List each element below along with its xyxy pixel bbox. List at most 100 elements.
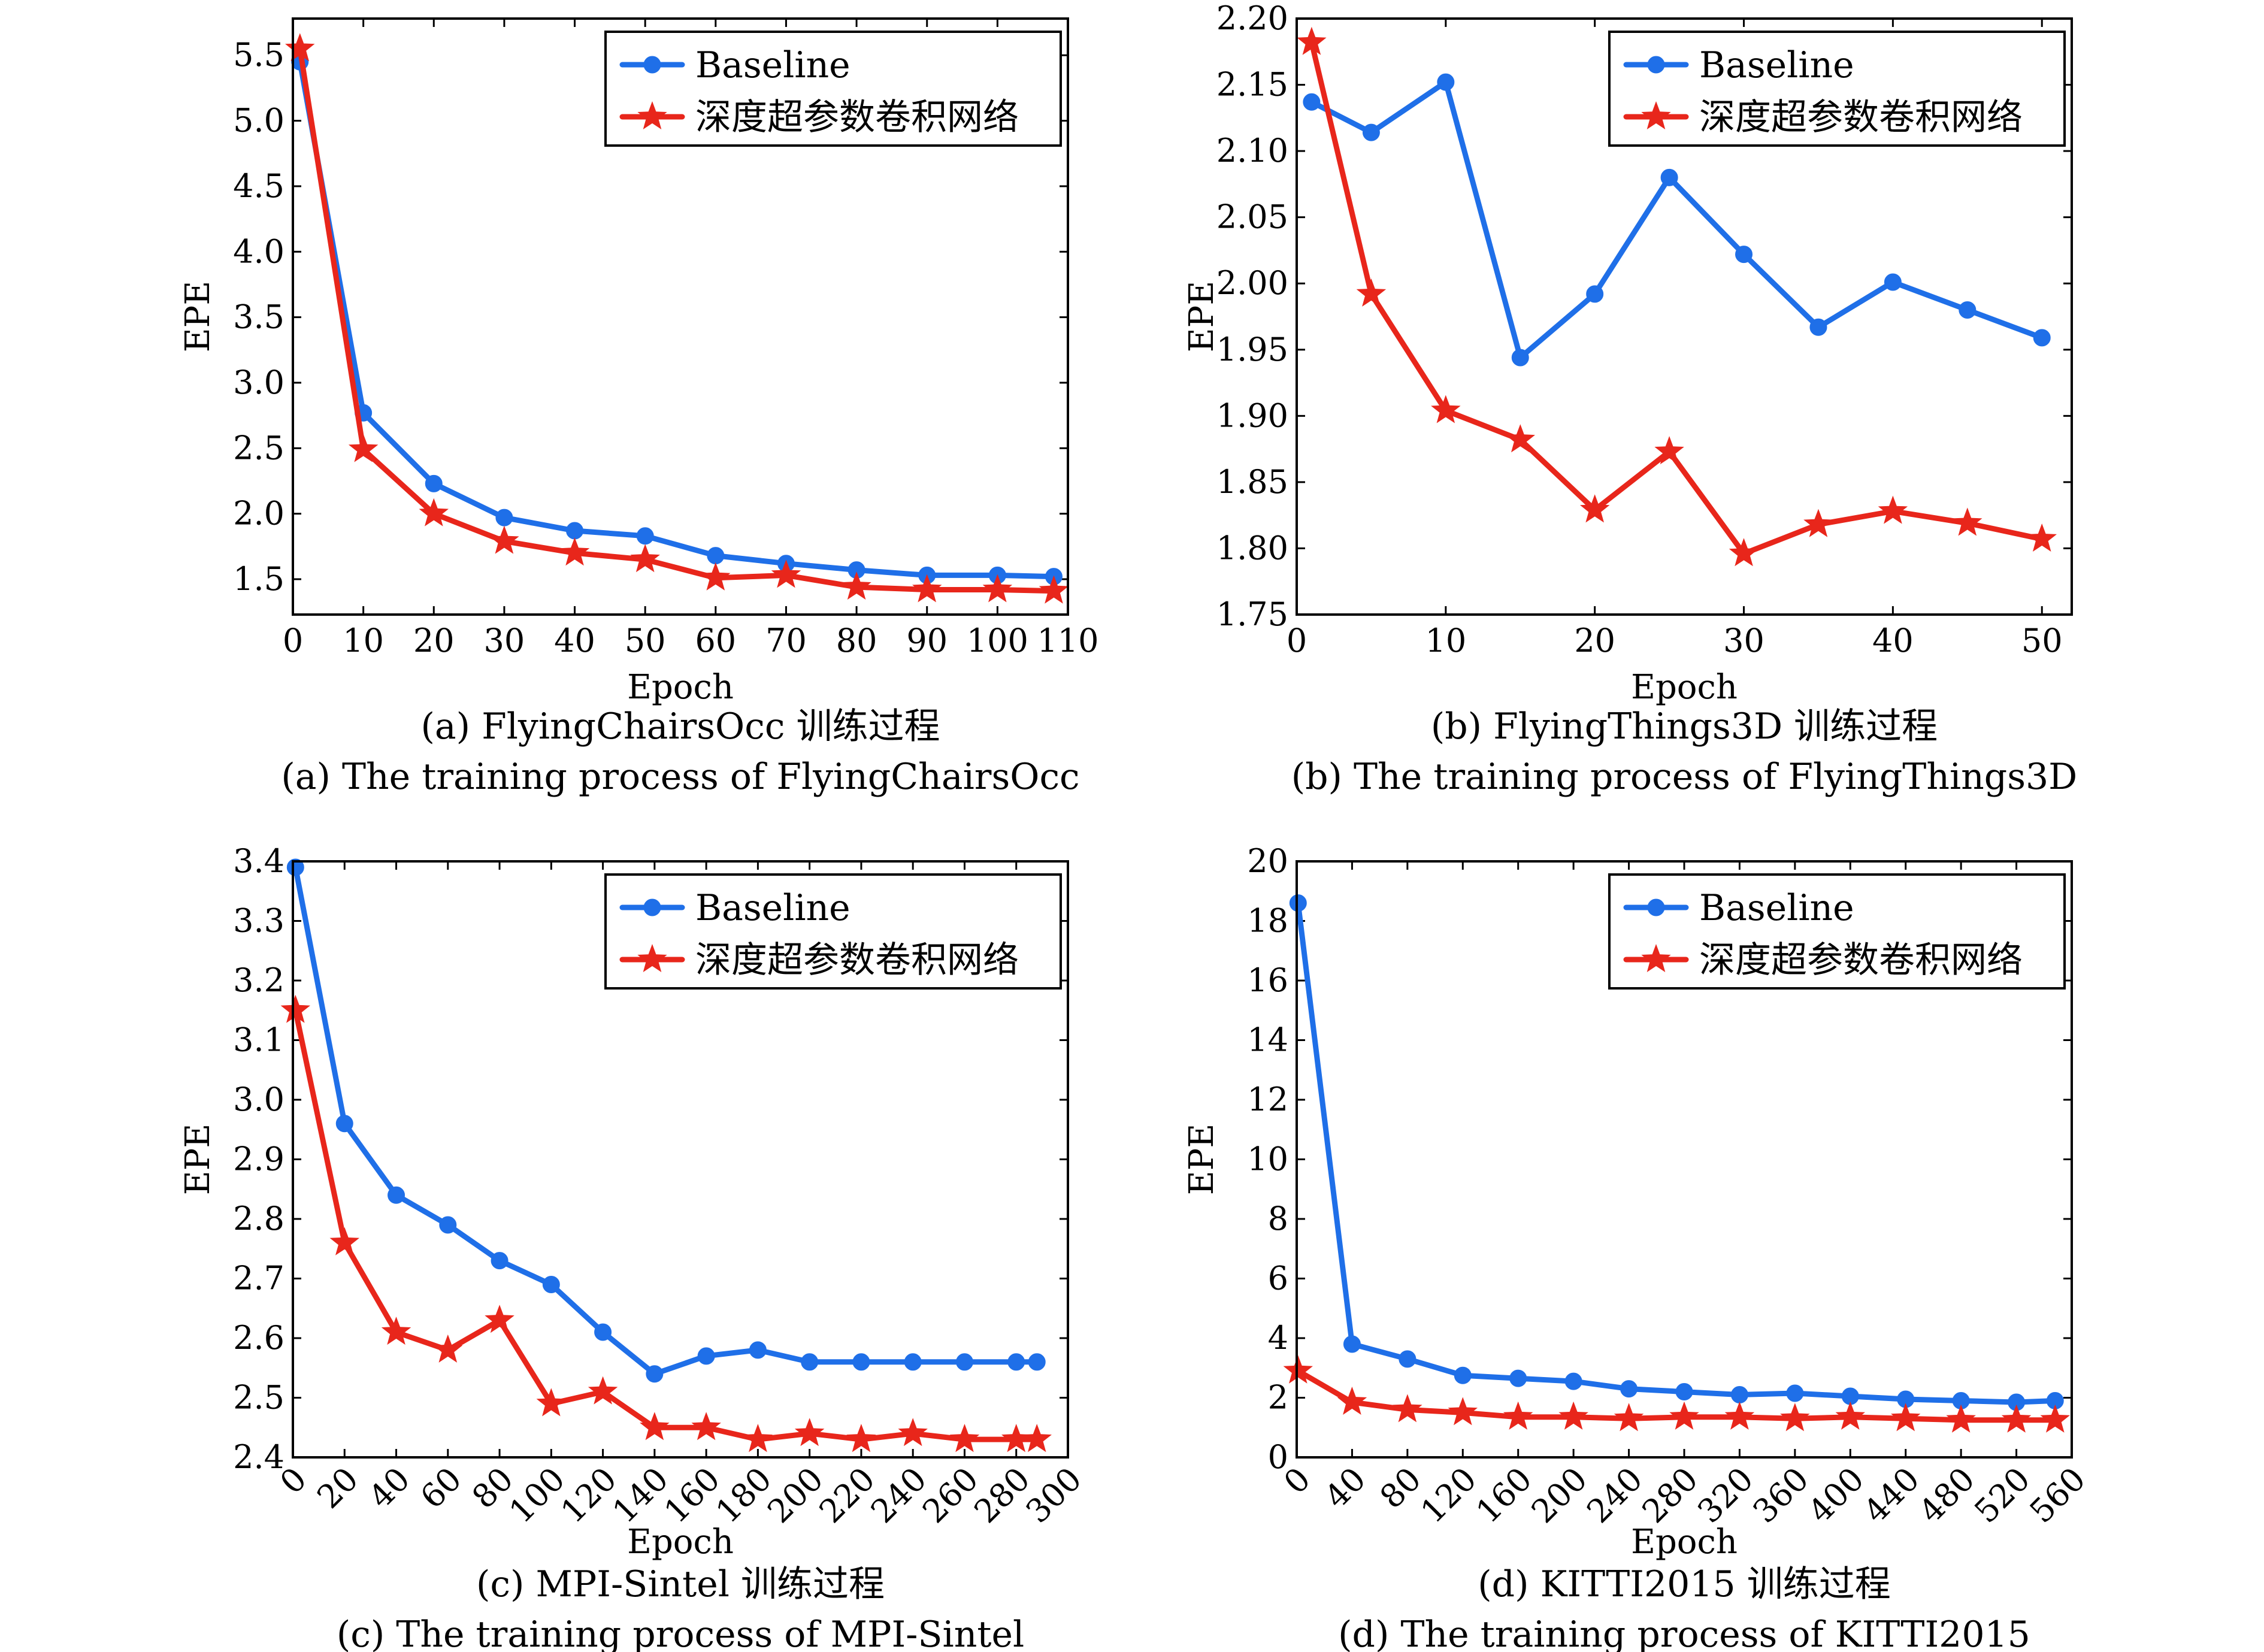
data-point-ours — [1448, 1397, 1478, 1426]
data-point-baseline — [697, 1347, 715, 1365]
data-point-baseline — [286, 858, 304, 876]
data-point-ours — [1946, 1404, 1976, 1433]
data-point-baseline — [1675, 1383, 1693, 1401]
data-point-baseline — [1884, 273, 1902, 291]
data-point-ours — [1580, 494, 1610, 523]
y-axis-label: EPE — [1182, 281, 1221, 352]
data-point-ours — [1001, 1424, 1031, 1453]
data-point-baseline — [1509, 1369, 1527, 1387]
data-point-ours — [485, 1305, 514, 1333]
y-tick-label: 2.5 — [233, 429, 284, 467]
y-tick-label: 1.95 — [1216, 331, 1288, 368]
y-tick-label: 3.1 — [233, 1021, 284, 1059]
legend-label-ours: 深度超参数卷积网络 — [695, 96, 1019, 138]
data-point-baseline — [1786, 1384, 1804, 1402]
data-point-ours — [280, 994, 310, 1023]
legend-marker — [643, 898, 661, 916]
series-line-ours — [292, 1007, 1040, 1442]
data-point-baseline — [594, 1323, 612, 1341]
data-point-ours — [1039, 575, 1069, 604]
data-point-ours — [982, 574, 1013, 603]
data-point-ours — [794, 1418, 825, 1447]
data-point-baseline — [1343, 1335, 1361, 1353]
y-axis-label: EPE — [178, 281, 217, 352]
data-point-baseline — [801, 1353, 819, 1371]
data-point-ours — [285, 33, 315, 62]
y-tick-label: 12 — [1247, 1081, 1288, 1118]
x-tick-label: 40 — [1872, 622, 1914, 659]
data-point-baseline — [1730, 1386, 1748, 1404]
caption-cn: (b) FlyingThings3D 训练过程 — [1431, 706, 1938, 748]
y-tick-label: 1.75 — [1216, 595, 1288, 633]
x-axis-label: Epoch — [627, 668, 734, 707]
data-point-ours — [1503, 1401, 1533, 1430]
y-tick-label: 2.05 — [1216, 198, 1288, 236]
data-point-baseline — [566, 522, 584, 540]
y-tick-label: 0 — [1268, 1438, 1288, 1476]
data-point-baseline — [1511, 349, 1529, 367]
legend-frame — [1608, 873, 2066, 990]
series-line-baseline — [297, 59, 1057, 580]
caption-cn: (a) FlyingChairsOcc 训练过程 — [420, 706, 940, 748]
y-tick-label: 2.9 — [233, 1140, 284, 1178]
data-point-baseline — [852, 1353, 870, 1371]
data-point-ours — [1669, 1401, 1699, 1430]
data-point-ours — [1878, 495, 1908, 524]
data-point-ours — [1729, 538, 1759, 567]
data-point-baseline — [335, 1115, 353, 1133]
data-point-ours — [348, 434, 379, 462]
y-tick-label: 2.15 — [1216, 66, 1288, 104]
data-point-ours — [1283, 1355, 1313, 1384]
y-tick-label: 10 — [1247, 1140, 1288, 1178]
x-tick-label: 0 — [283, 622, 303, 659]
y-tick-label: 3.5 — [233, 298, 284, 336]
data-point-ours — [842, 571, 871, 600]
series-line-ours — [297, 46, 1057, 594]
data-point-baseline — [1735, 246, 1753, 264]
data-point-baseline — [646, 1365, 664, 1383]
data-point-ours — [489, 525, 519, 554]
y-tick-label: 2 — [1268, 1379, 1288, 1417]
y-tick-label: 2.0 — [233, 495, 284, 532]
legend-label-ours: 深度超参数卷积网络 — [1699, 939, 2023, 981]
data-point-ours — [1022, 1424, 1052, 1453]
data-point-ours — [1505, 424, 1535, 453]
x-axis-label: Epoch — [1631, 1523, 1738, 1562]
caption-cn: (d) KITTI2015 训练过程 — [1478, 1563, 1890, 1605]
legend-marker — [1641, 944, 1671, 972]
y-tick-label: 5.5 — [233, 36, 284, 74]
data-point-ours — [640, 1412, 670, 1441]
y-tick-label: 3.0 — [233, 364, 284, 401]
legend-label-ours: 深度超参数卷积网络 — [695, 939, 1019, 981]
data-point-baseline — [1362, 123, 1380, 141]
x-tick-label: 10 — [1425, 622, 1466, 659]
y-tick-label: 3.0 — [233, 1081, 284, 1118]
x-tick-label: 20 — [1574, 622, 1615, 659]
data-point-ours — [381, 1317, 411, 1345]
legend-label-baseline: Baseline — [695, 44, 850, 86]
data-point-baseline — [1809, 318, 1827, 336]
legend: Baseline 深度超参数卷积网络 — [604, 31, 1062, 147]
data-point-ours — [1654, 436, 1684, 465]
data-point-ours — [701, 562, 731, 591]
legend: Baseline 深度超参数卷积网络 — [1608, 31, 2066, 147]
y-tick-label: 5.0 — [233, 102, 284, 140]
legend: Baseline 深度超参数卷积网络 — [1608, 873, 2066, 990]
data-point-ours — [2040, 1404, 2070, 1433]
x-tick-label: 80 — [836, 622, 877, 659]
y-tick-label: 3.4 — [233, 842, 284, 880]
data-point-baseline — [1399, 1350, 1416, 1368]
data-point-baseline — [1437, 73, 1455, 91]
legend-marker — [643, 56, 661, 74]
data-point-baseline — [491, 1252, 509, 1270]
x-tick-label: 40 — [554, 622, 595, 659]
data-point-baseline — [749, 1341, 767, 1359]
data-point-ours — [1558, 1401, 1588, 1430]
data-point-baseline — [1289, 894, 1307, 912]
data-point-ours — [1614, 1403, 1644, 1432]
legend-frame — [1608, 31, 2066, 147]
x-tick-label: 100 — [967, 622, 1028, 659]
legend-label-baseline: Baseline — [1699, 44, 1854, 86]
data-point-ours — [1337, 1387, 1367, 1415]
